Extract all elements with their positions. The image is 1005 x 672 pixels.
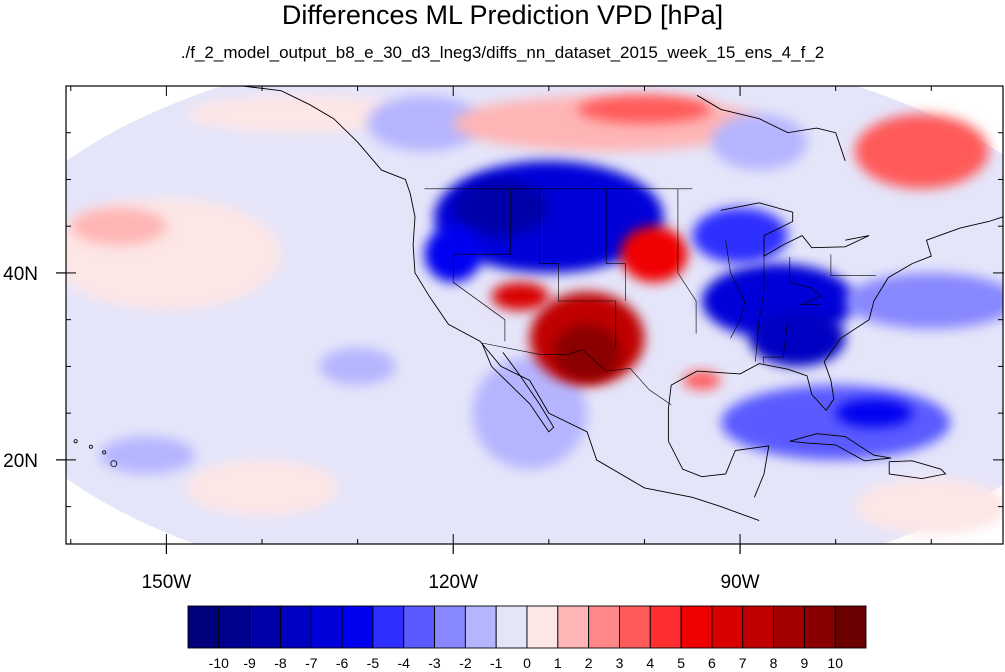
colorbar-label: 0 (523, 655, 531, 671)
colorbar-box (680, 605, 713, 649)
field-region-canada-blue-mid (711, 114, 807, 171)
colorbar-box (280, 605, 312, 649)
coastline-hispaniola (888, 460, 947, 480)
colorbar-box (526, 605, 559, 649)
chart-title: Differences ML Prediction VPD [hPa] (281, 0, 724, 30)
coastline-great-lakes (720, 202, 870, 257)
field-region-canada-red-east (854, 113, 989, 189)
colorbar-box (557, 605, 590, 649)
colorbar-box (249, 605, 281, 649)
coastline-baja-peninsula (481, 342, 555, 433)
coastline-north-america-coast (409, 193, 760, 522)
state-border-4 (605, 188, 626, 301)
colorbar-label: -8 (274, 655, 287, 671)
colorbar-box (649, 605, 682, 649)
x-tick-label-2: 90W (721, 572, 760, 593)
colorbar-label: -7 (305, 655, 318, 671)
state-border-1 (481, 342, 672, 405)
field-region-northwest-core (453, 179, 549, 236)
colorbar-label: -9 (243, 655, 256, 671)
field-region-pacific-pink-west (70, 207, 167, 245)
colorbar-label: -3 (428, 655, 441, 671)
colorbar-box (341, 605, 374, 649)
y-tick-label-1: 20N (3, 451, 38, 472)
chart-subtitle: ./f_2_model_output_b8_e_30_d3_lneg3/diff… (180, 43, 825, 62)
field-region-gulf-red-small (682, 371, 721, 390)
colorbar-label: 3 (616, 655, 624, 671)
colorbar-label: 4 (646, 655, 654, 671)
colorbar-label: 7 (739, 655, 747, 671)
state-border-10 (830, 254, 876, 277)
colorbar-label: 9 (801, 655, 809, 671)
field-region-caribbean-core (835, 399, 913, 428)
colorbar-box (464, 605, 497, 649)
state-border-9 (762, 319, 789, 364)
field-region-southeast-blue (749, 310, 846, 367)
field-region-south-pink-east (854, 478, 1003, 535)
state-border-5 (677, 188, 697, 334)
colorbar-box (588, 605, 620, 649)
coastline-cuba (789, 433, 892, 462)
colorbar-box (187, 605, 220, 649)
colorbar-box (834, 605, 867, 649)
colorbar-box (495, 605, 528, 649)
state-border-8 (789, 257, 822, 306)
island-hawaii-0 (110, 460, 118, 468)
coastline-hudson-region (696, 94, 846, 161)
y-tick-label-0: 40N (3, 264, 38, 285)
island-hawaii-3 (73, 439, 78, 444)
colorbar-box (434, 605, 466, 649)
colorbar-label: -1 (490, 655, 503, 671)
field-region-pacific-pink-north (185, 95, 415, 133)
colorbar-box (803, 605, 836, 649)
colorbar-label: 8 (770, 655, 778, 671)
colorbar-label: 1 (554, 655, 562, 671)
coastline-mexico-gulf (667, 408, 770, 498)
colorbar-box (619, 605, 651, 649)
colorbar-box (403, 605, 436, 649)
data-field (66, 86, 1003, 544)
field-region-hawaii-blue (99, 436, 196, 474)
colorbar-label: 6 (708, 655, 716, 671)
colorbar-label: -5 (367, 655, 380, 671)
axis-ticks: 150W 120W 90W 40N 20N (3, 85, 1004, 593)
colorbar-box (310, 605, 343, 649)
colorbar-box (773, 605, 805, 649)
field-region-tropical-pacific-blue (319, 347, 396, 386)
colorbar-label: -2 (459, 655, 472, 671)
colorbar-box (711, 605, 744, 649)
state-border-11 (452, 254, 506, 342)
colorbar-label: -6 (336, 655, 349, 671)
state-border-7 (755, 256, 765, 362)
field-region-mexico-blue-coast (472, 357, 588, 470)
colorbar-label: 10 (827, 655, 843, 671)
state-border-3 (538, 188, 617, 348)
field-region-great-plains-red (620, 226, 688, 283)
field-region-gulf-alaska-blue (367, 95, 482, 152)
colorbar-label: 5 (677, 655, 685, 671)
island-hawaii-2 (88, 444, 93, 449)
coastline-gulf-coast (667, 216, 1003, 412)
state-border-6 (725, 240, 746, 339)
island-hawaii-1 (102, 450, 107, 455)
field-region-canada-red-center (577, 95, 712, 124)
colorbar-label: -4 (397, 655, 410, 671)
field-region-southwest-core (553, 324, 621, 381)
colorbar-box (372, 605, 405, 649)
field-region-nevada-red (491, 282, 549, 311)
coastlines (73, 86, 1003, 522)
plot-frame (65, 85, 1004, 545)
field-region-tropical-pacific-pink (185, 459, 339, 516)
x-tick-label-0: 150W (142, 572, 192, 593)
x-tick-label-1: 120W (428, 572, 478, 593)
coastline-bc-coast (242, 86, 411, 194)
field-region-atlantic-blue (845, 273, 1003, 329)
colorbar-box (218, 605, 251, 649)
colorbar-label: -10 (209, 655, 229, 671)
state-border-2 (453, 188, 511, 255)
colorbar-box (742, 605, 774, 649)
colorbar-label: 2 (585, 655, 593, 671)
